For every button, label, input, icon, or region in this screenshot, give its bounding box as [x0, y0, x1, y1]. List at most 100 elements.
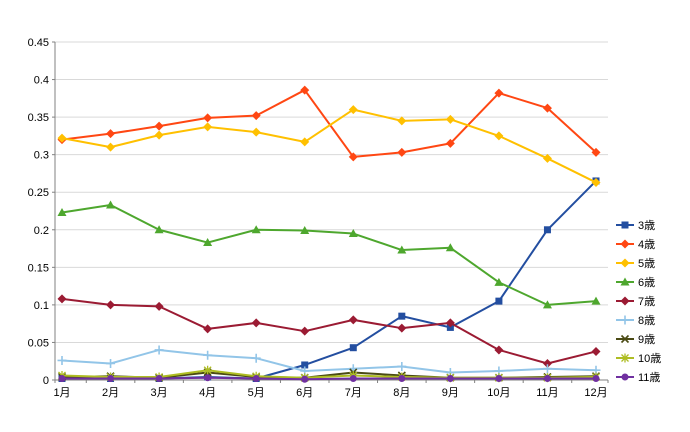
circle-marker-icon: [301, 375, 309, 383]
diamond-marker-icon: [542, 358, 552, 368]
y-axis-tick-label: 0.15: [28, 262, 49, 274]
plus-marker-icon: [106, 358, 116, 368]
legend-label: 6歳: [638, 276, 655, 289]
series-line: [61, 348, 597, 374]
legend-label: 7歳: [638, 295, 655, 308]
plus-marker-icon: [251, 353, 261, 363]
legend-item: 5歳: [616, 257, 655, 270]
x-axis-tick-label: 10月: [487, 387, 510, 399]
asterisk-marker-icon: [621, 353, 629, 363]
diamond-marker-icon: [591, 147, 601, 157]
triangle-marker-icon: [154, 225, 164, 234]
diamond-marker-icon: [620, 296, 630, 306]
x-axis-tick-label: 2月: [102, 387, 119, 399]
triangle-marker-icon: [591, 296, 601, 305]
plus-marker-icon: [542, 364, 552, 374]
y-axis-tick-label: 0: [43, 375, 49, 387]
diamond-marker-icon: [620, 239, 630, 249]
diamond-marker-icon: [300, 85, 310, 95]
diamond-marker-icon: [251, 111, 261, 121]
legend-label: 9歳: [638, 333, 655, 346]
series-8歳: [57, 345, 601, 377]
plus-marker-icon: [154, 345, 164, 355]
circle-marker-icon: [349, 374, 357, 382]
circle-marker-icon: [252, 374, 260, 382]
circle-marker-icon: [58, 374, 66, 382]
y-axis-tick-label: 0.35: [28, 112, 49, 124]
x-axis-tick-label: 5月: [248, 387, 265, 399]
circle-marker-icon: [495, 374, 503, 382]
circle-marker-icon: [446, 374, 454, 382]
y-axis-tick-label: 0.25: [28, 187, 49, 199]
plus-marker-icon: [57, 355, 67, 365]
series-line: [61, 297, 597, 365]
legend-label: 3歳: [638, 219, 655, 232]
x-axis-tick-label: 8月: [393, 387, 410, 399]
series-5歳: [57, 105, 601, 187]
diamond-marker-icon: [106, 300, 116, 310]
y-axis-tick-label: 0.4: [34, 75, 49, 87]
square-marker-icon: [495, 297, 503, 305]
triangle-marker-icon: [348, 229, 358, 238]
y-axis-tick-label: 0.2: [34, 225, 49, 237]
series-4歳: [57, 85, 601, 162]
circle-marker-icon: [204, 374, 212, 382]
diamond-marker-icon: [542, 153, 552, 163]
square-marker-icon: [349, 344, 357, 352]
diamond-marker-icon: [106, 142, 116, 152]
diamond-marker-icon: [154, 301, 164, 311]
diamond-marker-icon: [348, 315, 358, 325]
circle-marker-icon: [107, 374, 115, 382]
legend-item: 6歳: [616, 276, 655, 289]
circle-marker-icon: [398, 374, 406, 382]
series-line: [62, 180, 597, 380]
legend-label: 8歳: [638, 314, 655, 327]
diamond-marker-icon: [445, 114, 455, 124]
x-axis-tick-label: 9月: [442, 387, 459, 399]
plus-marker-icon: [397, 361, 407, 371]
diamond-marker-icon: [397, 323, 407, 333]
diamond-marker-icon: [620, 258, 630, 268]
diamond-marker-icon: [251, 318, 261, 328]
triangle-marker-icon: [620, 277, 630, 286]
legend: 3歳 4歳 5歳 6歳 7歳 8歳 9歳 10歳 11歳: [616, 219, 661, 384]
diamond-marker-icon: [300, 326, 310, 336]
diamond-marker-icon: [154, 121, 164, 131]
legend-item: 10歳: [616, 352, 661, 365]
plus-marker-icon: [203, 350, 213, 360]
triangle-marker-icon: [397, 245, 407, 254]
diamond-marker-icon: [300, 137, 310, 147]
triangle-marker-icon: [494, 277, 504, 286]
legend-label: 11歳: [638, 371, 660, 384]
legend-item: 7歳: [616, 295, 655, 308]
x-axis-tick-label: 12月: [584, 387, 607, 399]
plus-marker-icon: [620, 315, 630, 325]
diamond-marker-icon: [203, 324, 213, 334]
x-axis-tick-label: 3月: [151, 387, 168, 399]
diamond-marker-icon: [494, 131, 504, 141]
diamond-marker-icon: [591, 177, 601, 187]
legend-item: 11歳: [616, 371, 660, 384]
x-axis-tick-label: 1月: [53, 387, 70, 399]
legend-label: 4歳: [638, 238, 655, 251]
diamond-marker-icon: [494, 345, 504, 355]
x-axis-tick-label: 4月: [199, 387, 216, 399]
triangle-marker-icon: [203, 238, 213, 247]
series-line: [61, 89, 597, 158]
x-marker-icon: [620, 334, 630, 344]
triangle-marker-icon: [300, 226, 310, 235]
triangle-marker-icon: [542, 300, 552, 309]
diamond-marker-icon: [397, 116, 407, 126]
diamond-marker-icon: [57, 294, 67, 304]
y-axis-tick-label: 0.1: [34, 300, 49, 312]
x-axis-tick-label: 11月: [536, 387, 558, 399]
diamond-marker-icon: [445, 318, 455, 328]
triangle-marker-icon: [251, 225, 261, 234]
diamond-marker-icon: [494, 88, 504, 98]
circle-marker-icon: [155, 374, 163, 382]
triangle-marker-icon: [57, 208, 67, 217]
diamond-marker-icon: [203, 122, 213, 132]
series-6歳: [57, 200, 601, 309]
y-axis-tick-label: 0.05: [28, 337, 49, 349]
